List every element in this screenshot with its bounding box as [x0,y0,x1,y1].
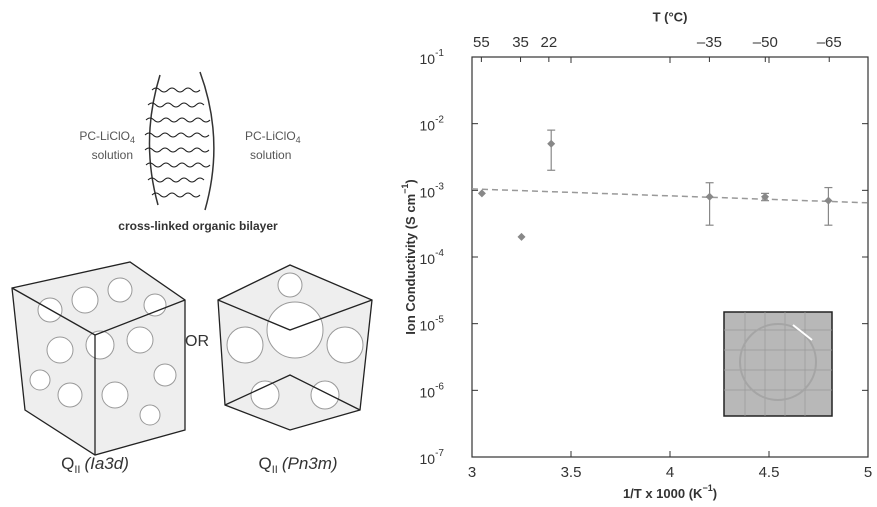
tick-base: 10 [420,117,436,133]
fit-line [472,189,868,203]
x-axis-label: 1/T x 1000 (K−1) [623,483,717,501]
data-point [824,197,832,205]
x2-tick-label: –65 [817,34,842,51]
bilayer-label: cross-linked organic bilayer [118,219,278,233]
tick-base: 10 [420,251,436,267]
y-tick-label: 10-4 [420,248,445,267]
label: ) [403,179,418,183]
error-bar [547,130,555,170]
error-bar [706,183,714,225]
tick-exponent: -1 [435,48,444,59]
label-sup: −1 [702,483,712,493]
x2-tick-label: 55 [473,34,490,51]
cube-pn3m [218,265,372,430]
or-label: OR [185,333,209,350]
x-tick-label: 4.5 [759,464,780,481]
figure: PC-LiClO4 solution PC-LiClO4 solution cr… [0,0,877,507]
y-tick-label: 10-5 [420,314,445,333]
cube-ia3d [12,262,185,455]
x2-tick-label: –50 [753,34,778,51]
label: Ion Conductivity (S cm [403,194,418,335]
label-sup: −1 [400,184,410,194]
subscript: 4 [130,135,135,145]
tick-base: 10 [420,317,436,333]
y-tick-label: 10-6 [420,381,445,400]
error-bar [824,188,832,226]
subscript: II [272,464,278,476]
data-point [518,233,526,241]
y-axis-label: Ion Conductivity (S cm−1) [400,179,418,334]
y-tick-label: 10-3 [420,181,445,200]
tick-base: 10 [420,384,436,400]
group: (Pn3m) [282,454,338,473]
label: ) [713,486,717,501]
data-point [706,193,714,201]
tick-exponent: -2 [435,114,444,125]
solution-label: PC-LiClO4 [245,129,301,145]
inset-photo [724,312,832,416]
x-tick-label: 4 [666,464,674,481]
tick-exponent: -7 [435,448,444,459]
y-tick-label: 10-2 [420,114,445,133]
x-tick-label: 5 [864,464,872,481]
y-tick-label: 10-1 [420,48,445,67]
solution-label: solution [92,148,133,162]
x2-tick-label: 35 [512,34,529,51]
tick-exponent: -4 [435,248,444,259]
label: 1/T x 1000 (K [623,486,703,501]
tick-exponent: -5 [435,314,444,325]
y-tick-label: 10-7 [420,448,445,467]
group: (Ia3d) [84,454,128,473]
phase-label: QII (Ia3d) [61,454,129,475]
tick-exponent: -3 [435,181,444,192]
x2-axis-label: T (°C) [653,9,688,24]
symbol: Q [61,454,74,473]
subscript: 4 [296,135,301,145]
x-tick-label: 3 [468,464,476,481]
tick-exponent: -6 [435,381,444,392]
tick-base: 10 [420,451,436,467]
label: PC-LiClO [79,129,130,143]
x2-tick-label: –35 [697,34,722,51]
label: PC-LiClO [245,129,296,143]
subscript: II [74,464,80,476]
solution-label: PC-LiClO4 [79,129,135,145]
solution-label: solution [250,148,291,162]
tick-base: 10 [420,184,436,200]
symbol: Q [258,454,271,473]
phase-label: QII (Pn3m) [258,454,337,475]
data-point [547,140,555,148]
bilayer-diagram [145,72,214,210]
tick-base: 10 [420,51,436,67]
x-tick-label: 3.5 [561,464,582,481]
data-point [478,189,486,197]
x2-tick-label: 22 [541,34,558,51]
